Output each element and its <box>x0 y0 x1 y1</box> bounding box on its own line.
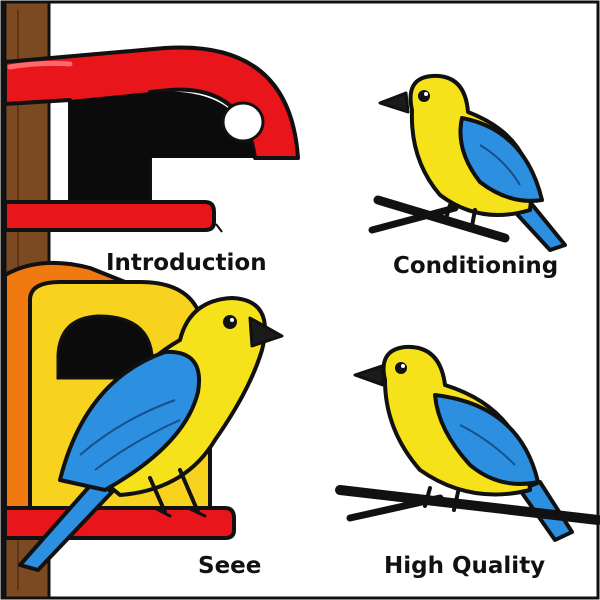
yellow-blue-bird-icon <box>378 73 567 252</box>
red-birdhouse-icon <box>3 45 300 233</box>
perch-branch-icon <box>335 485 600 525</box>
caption-conditioning: Conditioning <box>393 253 559 279</box>
yellow-blue-bird-icon <box>353 344 574 542</box>
perch-branch-icon <box>368 195 510 243</box>
caption-introduction: Introduction <box>106 250 267 276</box>
caption-high-quality: High Quality <box>384 553 546 579</box>
caption-seee: Seee <box>198 553 262 579</box>
yellow-blue-bird-icon <box>18 296 284 572</box>
